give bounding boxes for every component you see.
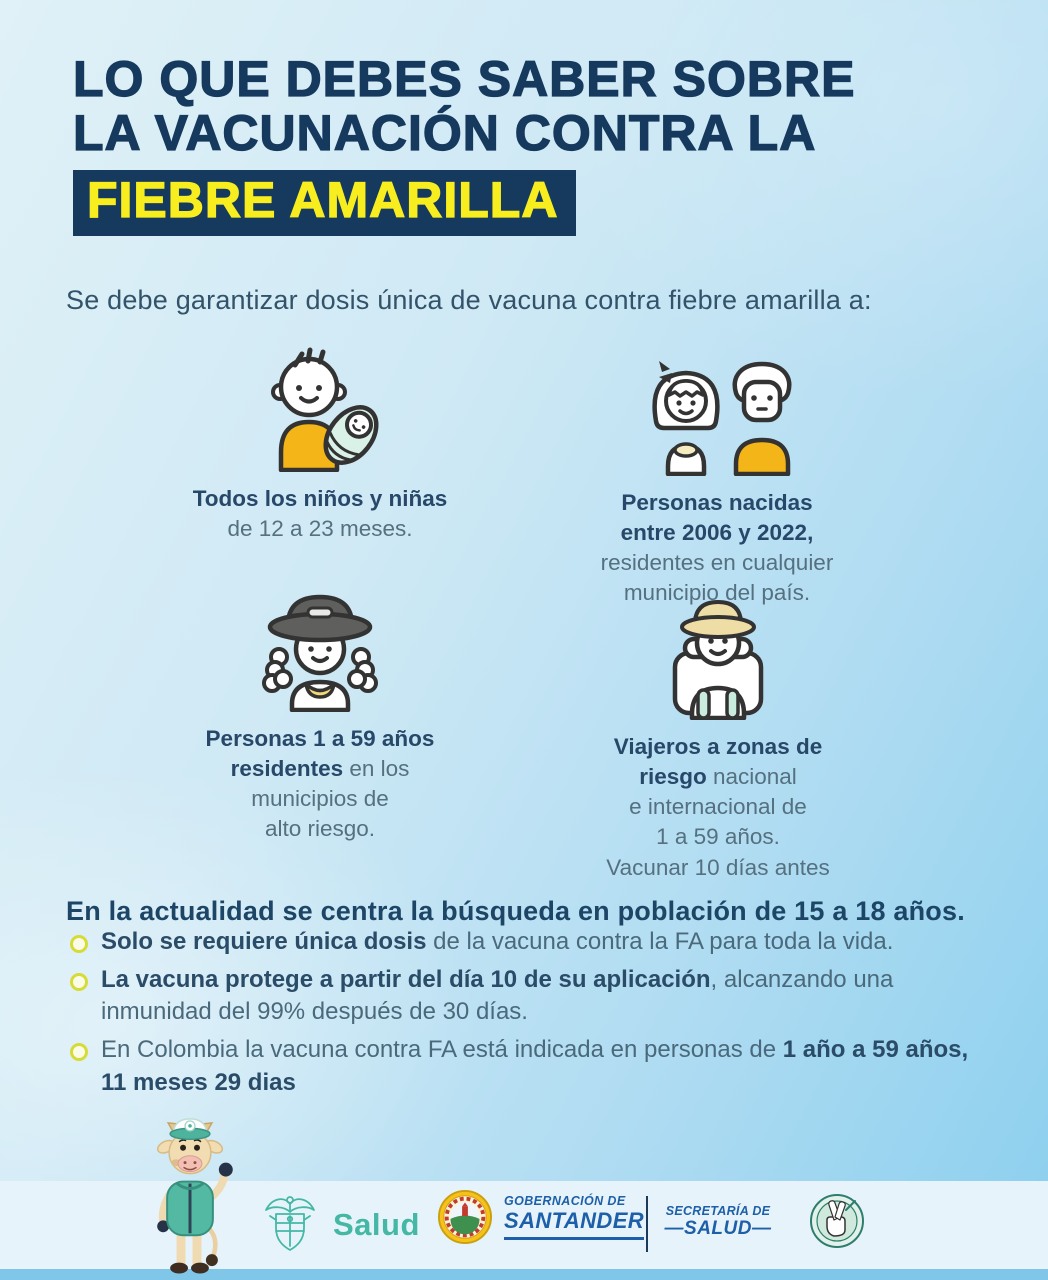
caption-line: residentes en cualquier <box>600 550 834 576</box>
secretaria-line-1: SECRETARÍA DE <box>665 1204 771 1218</box>
group-children-12-23-months: Todos los niños y niñas de 12 a 23 meses. <box>160 342 480 544</box>
ministry-wordmark: Salud <box>333 1207 420 1242</box>
bullet-marker-icon <box>70 972 88 991</box>
cow-mascot-illustration <box>156 1118 233 1274</box>
group-born-2006-2022: Personas nacidas entre 2006 y 2022, reside… <box>552 346 882 609</box>
title-highlight: FIEBRE AMARILLA <box>73 170 577 236</box>
caption-line: Personas nacidas <box>621 490 813 515</box>
group-caption: Personas nacidas entre 2006 y 2022, reside… <box>552 488 882 609</box>
adult-with-baby-icon <box>160 342 480 472</box>
bullet-item: La vacuna protege a partir del día 10 de… <box>70 964 990 1029</box>
focus-heading: En la actualidad se centra la búsqueda e… <box>66 896 965 927</box>
title-line-2: LA VACUNACIÓN CONTRA LA <box>72 105 817 161</box>
caption-line: municipios de <box>251 786 389 812</box>
group-caption: Viajeros a zonas de riesgo nacional e inte… <box>548 732 888 883</box>
bullet-marker-icon <box>70 935 88 953</box>
gobernacion-label: GOBERNACIÓN DE SANTANDER <box>504 1194 645 1240</box>
title-line-1: LO QUE DEBES SABER SOBRE <box>72 51 856 107</box>
bottom-strip <box>0 1269 1048 1280</box>
bullet-item: En Colombia la vacuna contra FA está ind… <box>70 1034 990 1099</box>
caption-line: Personas 1 a 59 años <box>205 726 435 751</box>
group-residents-high-risk: Personas 1 a 59 años residentes en los mun… <box>160 582 480 845</box>
bullet-list: Solo se requiere única dosis de la vacun… <box>70 926 990 1099</box>
caption-line: Vacunar 10 días antes <box>606 854 830 880</box>
bullet-marker-icon <box>70 1042 88 1061</box>
gobernacion-line-1: GOBERNACIÓN DE <box>504 1194 626 1208</box>
bullet-text: En Colombia la vacuna contra FA está ind… <box>101 1035 969 1096</box>
secretaria-line-2: —SALUD— <box>664 1218 772 1239</box>
caption-line: 1 a 59 años. <box>656 824 780 850</box>
group-caption: Todos los niños y niñas de 12 a 23 meses. <box>160 484 480 544</box>
bullet-text: Solo se requiere única dosis de la vacun… <box>101 928 894 955</box>
girl-and-boy-icon <box>552 346 882 476</box>
caption-line: Todos los niños y niñas <box>192 486 448 511</box>
santander-shield-icon <box>438 1190 492 1244</box>
caption-line: Viajeros a zonas de <box>613 734 823 759</box>
secretaria-salud-label: SECRETARÍA DE —SALUD— <box>662 1204 774 1240</box>
footer-divider <box>646 1196 648 1252</box>
group-caption: Personas 1 a 59 años residentes en los mun… <box>160 724 480 845</box>
caption-line: de 12 a 23 meses. <box>227 516 413 542</box>
colombia-coat-of-arms-icon <box>265 1196 315 1251</box>
vaccine-campaign-badge-icon <box>810 1194 864 1248</box>
subtitle: Se debe garantizar dosis única de vacuna… <box>66 285 872 315</box>
gobernacion-line-2: SANTANDER <box>504 1208 645 1240</box>
caption-line: e internacional de <box>629 794 807 820</box>
traveler-icon <box>548 590 888 720</box>
bullet-text: La vacuna protege a partir del día 10 de… <box>101 965 894 1026</box>
caption-line: riesgo nacional <box>639 764 797 790</box>
gobernacion-santander-logo: GOBERNACIÓN DE SANTANDER <box>438 1190 645 1244</box>
caption-line: entre 2006 y 2022, <box>620 520 814 546</box>
woman-with-hat-icon <box>160 582 480 712</box>
title-block: LO QUE DEBES SABER SOBRE LA VACUNACIÓN C… <box>72 51 856 236</box>
caption-line: residentes en los <box>230 756 410 782</box>
ministry-health-logo: Salud <box>262 1192 420 1258</box>
caption-line: alto riesgo. <box>264 816 376 842</box>
bullet-item: Solo se requiere única dosis de la vacun… <box>70 926 990 959</box>
group-travelers-risk-zones: Viajeros a zonas de riesgo nacional e inte… <box>548 590 888 883</box>
